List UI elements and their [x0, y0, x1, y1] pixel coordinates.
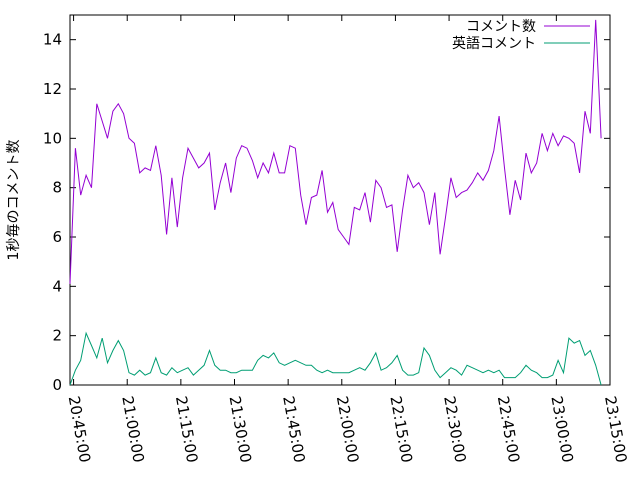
y-tick-label: 10: [43, 129, 62, 147]
x-tick-label: 23:00:00: [547, 395, 576, 464]
plot-border: [69, 14, 611, 386]
y-axis: 0 2 4 6 8 10 12 14: [43, 31, 610, 394]
y-tick-label: 8: [52, 179, 62, 197]
x-tick-label: 20:45:00: [65, 395, 94, 464]
x-tick-label: 22:00:00: [333, 395, 362, 464]
y-tick-label: 12: [43, 80, 62, 98]
series-line-1: [69, 19, 602, 284]
y-tick-label: 14: [43, 31, 62, 49]
y-tick-label: 0: [52, 376, 62, 394]
x-tick-label: 22:15:00: [386, 395, 415, 464]
x-tick-label: 21:30:00: [226, 395, 255, 464]
series-line-2: [69, 331, 602, 386]
x-tick-label: 21:15:00: [172, 395, 201, 464]
legend-label-1: コメント数: [466, 19, 536, 35]
plot-frame: [69, 14, 611, 386]
y-tick-label: 4: [52, 277, 62, 295]
legend-label-2: 英語コメント: [452, 35, 536, 52]
x-tick-label: 23:15:00: [601, 395, 630, 464]
x-tick-label: 21:45:00: [279, 395, 308, 464]
y-tick-label: 6: [52, 228, 62, 246]
y-tick-label: 2: [52, 327, 62, 345]
series-layer: [69, 19, 602, 386]
x-tick-label: 22:30:00: [440, 395, 469, 464]
x-tick-label: 22:45:00: [494, 395, 523, 464]
y-axis-label: 1秒毎のコメント数: [6, 140, 22, 261]
x-axis: 20:45:00 21:00:00 21:15:00 21:30:00 21:45:00…: [65, 15, 630, 464]
x-tick-label: 21:00:00: [118, 395, 147, 464]
